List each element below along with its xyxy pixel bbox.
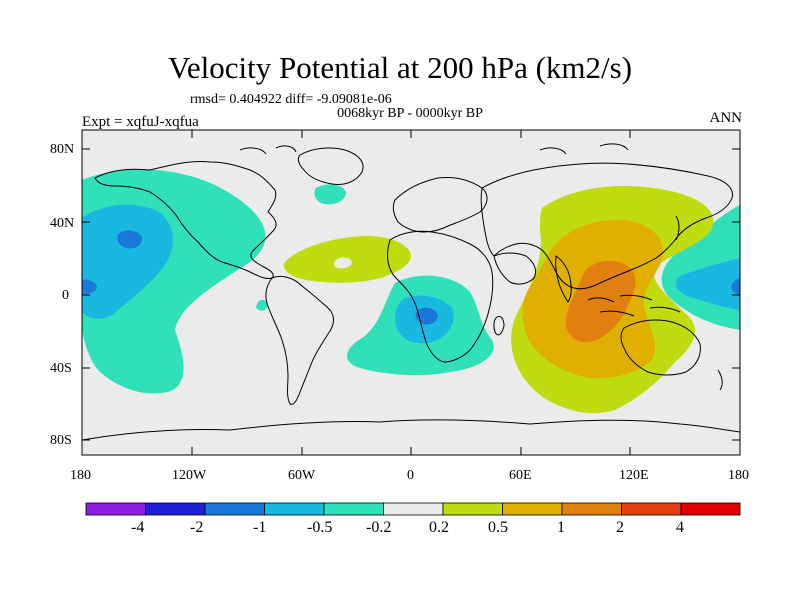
lon-tick-120w: 120W — [172, 468, 207, 483]
colorbar-label-8: 2 — [616, 519, 624, 536]
contour-fills — [82, 169, 740, 414]
contour-neg-core-west-edge — [82, 279, 97, 295]
contour-neg-inner-pacific-east — [675, 258, 740, 310]
colorbar-box-9 — [621, 502, 682, 516]
coast-new-zealand — [717, 369, 723, 391]
contour-neg-inner-pacific-west — [82, 204, 173, 319]
lat-tick-40n: 40N — [50, 216, 75, 231]
lon-tick-0: 0 — [407, 468, 414, 483]
coast-north-america — [94, 161, 277, 279]
coast-greenland — [297, 147, 364, 185]
colorbar-box-1 — [145, 502, 206, 516]
colorbar-label-7: 1 — [557, 519, 565, 536]
colorbar-box-2 — [204, 502, 265, 516]
coast-south-america — [265, 275, 335, 405]
contour-neg-core-east-edge — [731, 278, 740, 295]
coast-japan — [675, 215, 680, 241]
colorbar-box-8 — [561, 502, 622, 516]
coast-africa — [387, 230, 494, 363]
colorbar-box-0 — [85, 502, 146, 516]
coast-arctic-islands — [239, 143, 629, 155]
experiment-label: Expt = xqfuJ-xqfua — [82, 114, 199, 130]
colorbar-box-10 — [680, 502, 741, 516]
axis-ticks — [82, 130, 740, 455]
contour-pos-indo-pacific-core — [565, 260, 636, 343]
coast-asia — [480, 162, 734, 290]
colorbar-label-0: -4 — [131, 519, 145, 536]
colorbar-box-3 — [264, 502, 325, 516]
lat-tick-0: 0 — [62, 288, 69, 303]
coast-madagascar — [493, 315, 505, 336]
colorbar-box-7 — [502, 502, 563, 516]
lon-tick-120e: 120E — [619, 468, 649, 483]
colorbar-label-6: 0.5 — [488, 519, 508, 536]
lon-tick-180w: 180 — [70, 468, 91, 483]
lat-tick-80n: 80N — [50, 142, 75, 157]
coast-indonesia — [587, 294, 681, 317]
colorbar-box-5 — [383, 502, 444, 516]
coast-europe — [392, 177, 488, 233]
contour-neg-small-islet — [256, 299, 268, 311]
lon-tick-60w: 60W — [288, 468, 316, 483]
colorbar-label-3: -0.5 — [307, 519, 333, 536]
coast-australia — [620, 319, 701, 376]
lat-tick-80s: 80S — [50, 433, 72, 448]
colorbar — [85, 502, 741, 516]
colorbar-label-1: -2 — [190, 519, 204, 536]
colorbar-label-4: -0.2 — [366, 519, 392, 536]
colorbar-label-2: -1 — [253, 519, 267, 536]
contour-neg-core-pacific-west — [117, 230, 143, 249]
coast-india — [555, 255, 572, 303]
coastlines — [82, 143, 740, 441]
colorbar-label-9: 4 — [676, 519, 684, 536]
contour-neg-core-atlantic-south — [415, 307, 438, 325]
coast-antarctica — [82, 419, 740, 441]
contour-hole-atlantic — [334, 257, 352, 269]
coast-arabia — [493, 252, 537, 285]
map-subtitle: 0068kyr BP - 0000kyr BP — [337, 106, 483, 121]
lon-tick-180e: 180 — [728, 468, 749, 483]
lat-tick-40s: 40S — [50, 361, 72, 376]
contour-neg-atlantic-north — [314, 184, 346, 205]
stats-line: rmsd= 0.404922 diff= -9.09081e-06 — [190, 92, 392, 107]
colorbar-box-6 — [442, 502, 503, 516]
lon-tick-60e: 60E — [509, 468, 532, 483]
colorbar-label-5: 0.2 — [429, 519, 449, 536]
season-label: ANN — [709, 110, 743, 126]
colorbar-box-4 — [323, 502, 384, 516]
map-title: Velocity Potential at 200 hPa (km2/s) — [167, 50, 633, 85]
